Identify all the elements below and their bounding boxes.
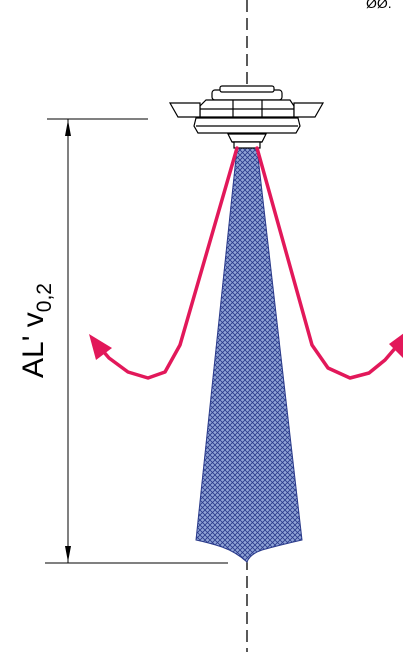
- dimension-arrow-top: [65, 120, 71, 136]
- dimension-label: AL' v0,2: [17, 283, 56, 378]
- jet-left-arrowhead: [89, 334, 112, 360]
- jet-right-arrowhead: [389, 333, 403, 358]
- dimension-arrow-bottom: [65, 546, 71, 562]
- dimension-label-main: AL' v: [17, 312, 50, 378]
- jet-left: [95, 146, 239, 380]
- jet-right: [255, 146, 399, 380]
- air-throw-cone: [195, 147, 303, 563]
- dimension-label-subscript: 0,2: [33, 283, 56, 312]
- corner-label: ØØ.: [366, 0, 392, 11]
- ceiling-diffuser: [168, 85, 325, 149]
